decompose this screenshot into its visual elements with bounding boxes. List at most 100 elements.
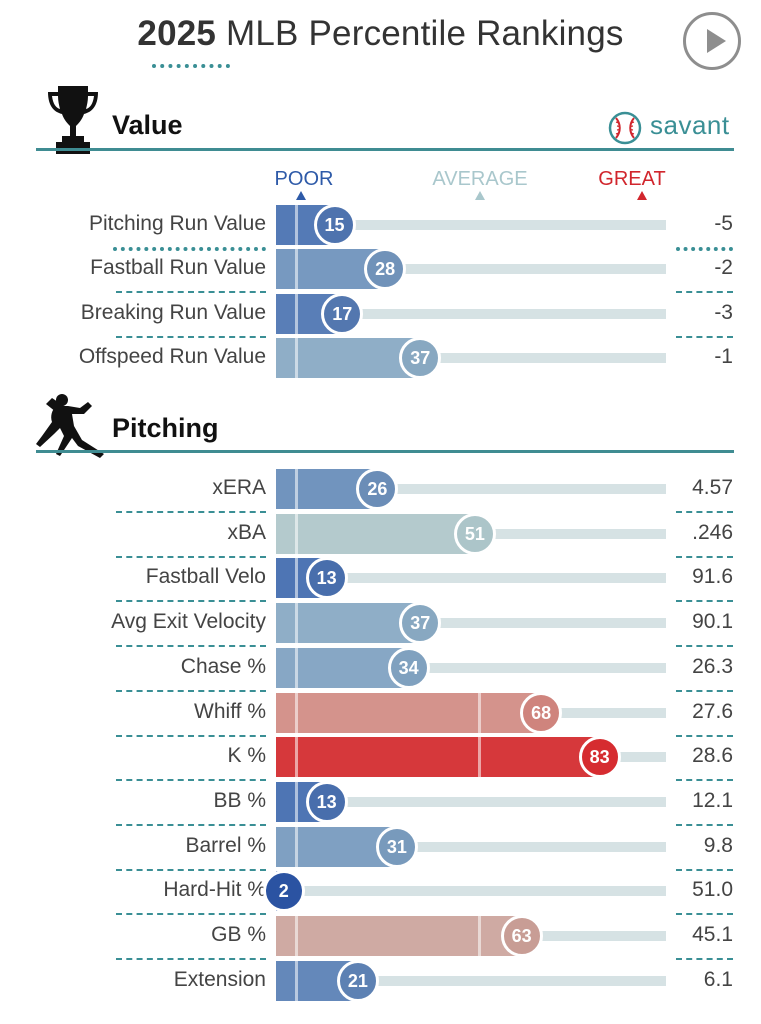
metric-value: .246 xyxy=(692,521,733,544)
metric-bar xyxy=(276,514,475,554)
metric-value: 51.0 xyxy=(692,878,733,901)
percentile-bubble: 15 xyxy=(313,204,356,246)
row-divider-left xyxy=(113,247,266,251)
metric-label: Breaking Run Value xyxy=(80,301,266,324)
metric-label: Pitching Run Value xyxy=(88,212,266,235)
bar-average-line xyxy=(477,916,481,956)
row-divider-left xyxy=(116,913,266,915)
percentile-bubble: 63 xyxy=(500,915,543,957)
percentile-bubble: 68 xyxy=(520,692,563,734)
legend-average: AVERAGE xyxy=(420,168,540,191)
percentile-bubble: 13 xyxy=(305,781,348,823)
percentile-bubble: 17 xyxy=(321,293,364,335)
row-divider-left xyxy=(116,336,266,338)
metric-label: Extension xyxy=(173,968,266,991)
bar-start-line xyxy=(294,693,298,733)
metric-value: 9.8 xyxy=(703,834,733,857)
bar-start-line xyxy=(294,249,298,289)
pitching-section-rule xyxy=(36,450,734,453)
bar-start-line xyxy=(294,603,298,643)
metric-label: xBA xyxy=(227,521,266,544)
section-title-value: Value xyxy=(112,110,183,140)
title-underline xyxy=(152,64,230,68)
metric-value: 45.1 xyxy=(692,923,733,946)
bar-average-line xyxy=(477,693,481,733)
legend-great-label: GREAT xyxy=(598,168,666,190)
metric-track xyxy=(276,573,666,583)
metric-label: Offspeed Run Value xyxy=(78,345,266,368)
bar-start-line xyxy=(294,737,298,777)
metric-track xyxy=(276,842,666,852)
baseball-icon xyxy=(608,111,642,145)
savant-logo: savant xyxy=(607,110,735,145)
metric-label: Hard-Hit % xyxy=(163,878,266,901)
metric-value: 90.1 xyxy=(692,610,733,633)
percentile-bubble: 13 xyxy=(305,557,348,599)
row-divider-right xyxy=(676,779,733,781)
metric-track xyxy=(276,663,666,673)
percentile-bubble: 31 xyxy=(375,826,418,868)
value-section-rule xyxy=(36,148,734,151)
percentile-bubble: 2 xyxy=(262,870,305,912)
row-divider-left xyxy=(116,824,266,826)
row-divider-left xyxy=(116,958,266,960)
metric-bar xyxy=(276,693,542,733)
row-divider-right xyxy=(676,511,733,513)
metric-bar xyxy=(276,648,409,688)
row-divider-right xyxy=(676,913,733,915)
metric-track xyxy=(276,976,666,986)
metric-value: 91.6 xyxy=(692,565,733,588)
pitcher-silhouette-icon xyxy=(36,394,104,458)
metric-label: GB % xyxy=(211,923,266,946)
bar-start-line xyxy=(294,916,298,956)
row-divider-left xyxy=(116,511,266,513)
metric-track xyxy=(276,353,666,363)
row-divider-right xyxy=(676,824,733,826)
row-divider-right xyxy=(676,869,733,871)
metric-bar xyxy=(276,338,421,378)
play-button[interactable] xyxy=(683,12,741,70)
row-divider-right xyxy=(676,247,733,251)
metric-value: -5 xyxy=(714,212,733,235)
row-divider-right xyxy=(676,556,733,558)
metric-label: BB % xyxy=(213,789,266,812)
metric-value: -1 xyxy=(714,345,733,368)
metric-value: 27.6 xyxy=(692,700,733,723)
metric-label: Fastball Velo xyxy=(145,565,266,588)
percentile-bubble: 28 xyxy=(364,248,407,290)
bar-start-line xyxy=(294,205,298,245)
row-divider-left xyxy=(116,556,266,558)
percentile-bubble: 26 xyxy=(356,468,399,510)
row-divider-left xyxy=(116,735,266,737)
title-text: MLB Percentile Rankings xyxy=(226,14,624,53)
percentile-bubble: 83 xyxy=(578,736,621,778)
metric-label: K % xyxy=(227,744,266,767)
bar-start-line xyxy=(294,782,298,822)
metric-value: 4.57 xyxy=(692,476,733,499)
bar-start-line xyxy=(294,827,298,867)
play-icon xyxy=(707,29,726,53)
metric-bar xyxy=(276,603,421,643)
row-divider-right xyxy=(676,600,733,602)
legend-poor-arrow-icon xyxy=(296,191,306,200)
metric-value: 12.1 xyxy=(692,789,733,812)
row-divider-right xyxy=(676,958,733,960)
metric-bar xyxy=(276,737,600,777)
metric-value: 28.6 xyxy=(692,744,733,767)
metric-label: Avg Exit Velocity xyxy=(111,610,266,633)
percentile-bubble: 51 xyxy=(453,513,496,555)
percentile-bubble: 34 xyxy=(387,647,430,689)
metric-value: 6.1 xyxy=(703,968,733,991)
page-title: 2025 MLB Percentile Rankings xyxy=(0,14,761,54)
row-divider-right xyxy=(676,690,733,692)
metric-track xyxy=(276,797,666,807)
percentile-bubble: 37 xyxy=(399,337,442,379)
metric-label: Barrel % xyxy=(185,834,266,857)
metric-track xyxy=(276,618,666,628)
bar-start-line xyxy=(294,338,298,378)
metric-track xyxy=(276,264,666,274)
row-divider-right xyxy=(676,735,733,737)
trophy-icon xyxy=(48,86,98,154)
legend-poor-label: POOR xyxy=(274,168,334,190)
bar-start-line xyxy=(294,514,298,554)
